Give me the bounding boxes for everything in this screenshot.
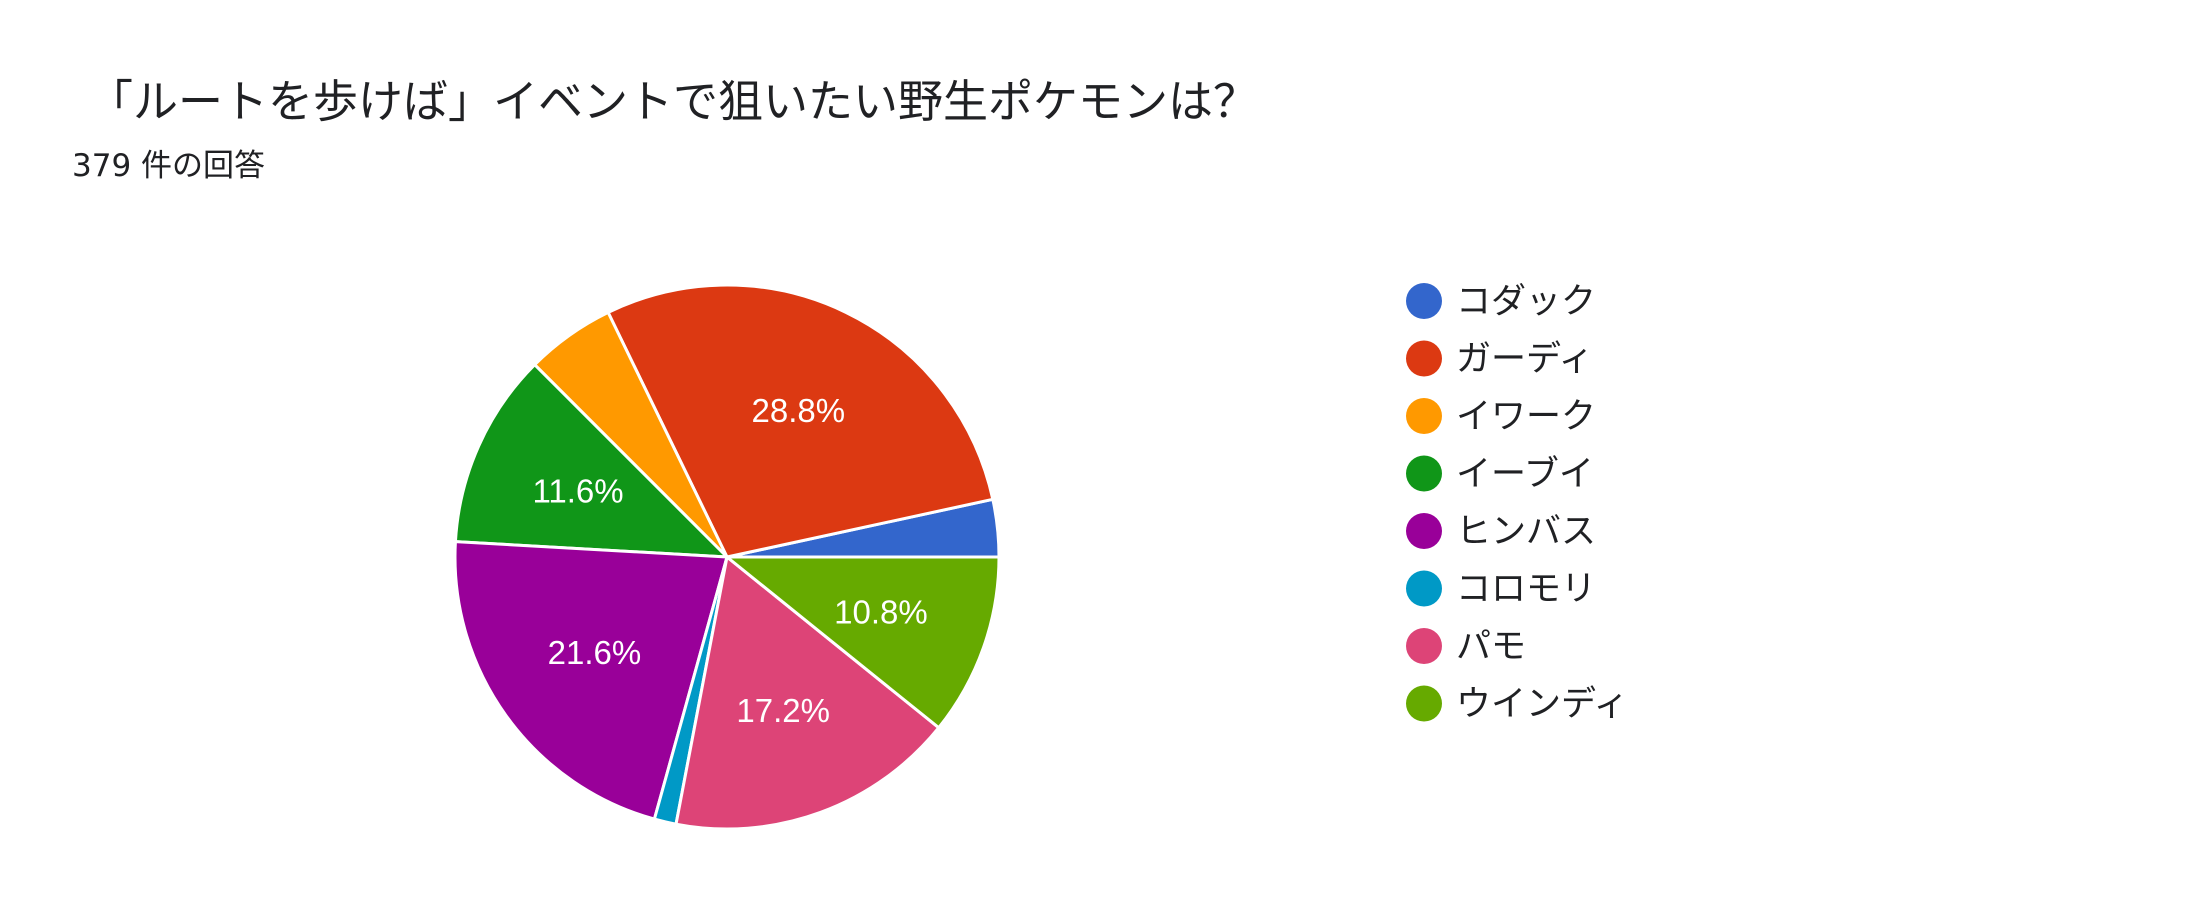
legend-marker xyxy=(1406,570,1442,607)
legend-marker xyxy=(1406,628,1442,664)
legend-label: パモ xyxy=(1456,627,1526,667)
legend-marker xyxy=(1406,685,1442,722)
pie-slice-7 xyxy=(674,555,941,831)
legend-label: イワーク xyxy=(1456,397,1596,437)
legend-label: ウインディ xyxy=(1456,685,1629,725)
pie-slice-4 xyxy=(453,363,729,559)
question-title: 「ルートを歩けば」イベントで狙いたい野生ポケモンは？ xyxy=(88,75,1259,128)
legend-label: ガーディ xyxy=(1456,340,1594,380)
slice-data-label: 21.6% xyxy=(548,634,642,671)
slice-data-label: 11.6% xyxy=(532,472,623,509)
pie-slice-8 xyxy=(725,555,1001,730)
legend-marker xyxy=(1406,283,1442,319)
pie-slice-2 xyxy=(606,283,995,559)
pie-slices xyxy=(453,283,1001,831)
slice-data-label: 17.2% xyxy=(736,692,830,729)
legend-marker xyxy=(1406,513,1442,549)
slice-data-label: 10.8% xyxy=(834,593,928,630)
slice-data-label: 28.8% xyxy=(752,392,846,429)
legend-label: ヒンバス xyxy=(1456,512,1596,552)
pie-data-labels: 28.8% 11.6% 21.6% 17.2% 10.8% xyxy=(532,392,927,729)
legend-marker xyxy=(1406,398,1442,434)
legend-label: イーブイ xyxy=(1456,455,1594,495)
pie-slice-5 xyxy=(453,540,729,821)
legend-marker xyxy=(1406,455,1442,492)
legend-marker xyxy=(1406,340,1442,377)
legend-label: コダック xyxy=(1456,282,1596,322)
response-count: 379 件の回答 xyxy=(72,148,266,184)
legend-label: コロモリ xyxy=(1456,570,1596,610)
